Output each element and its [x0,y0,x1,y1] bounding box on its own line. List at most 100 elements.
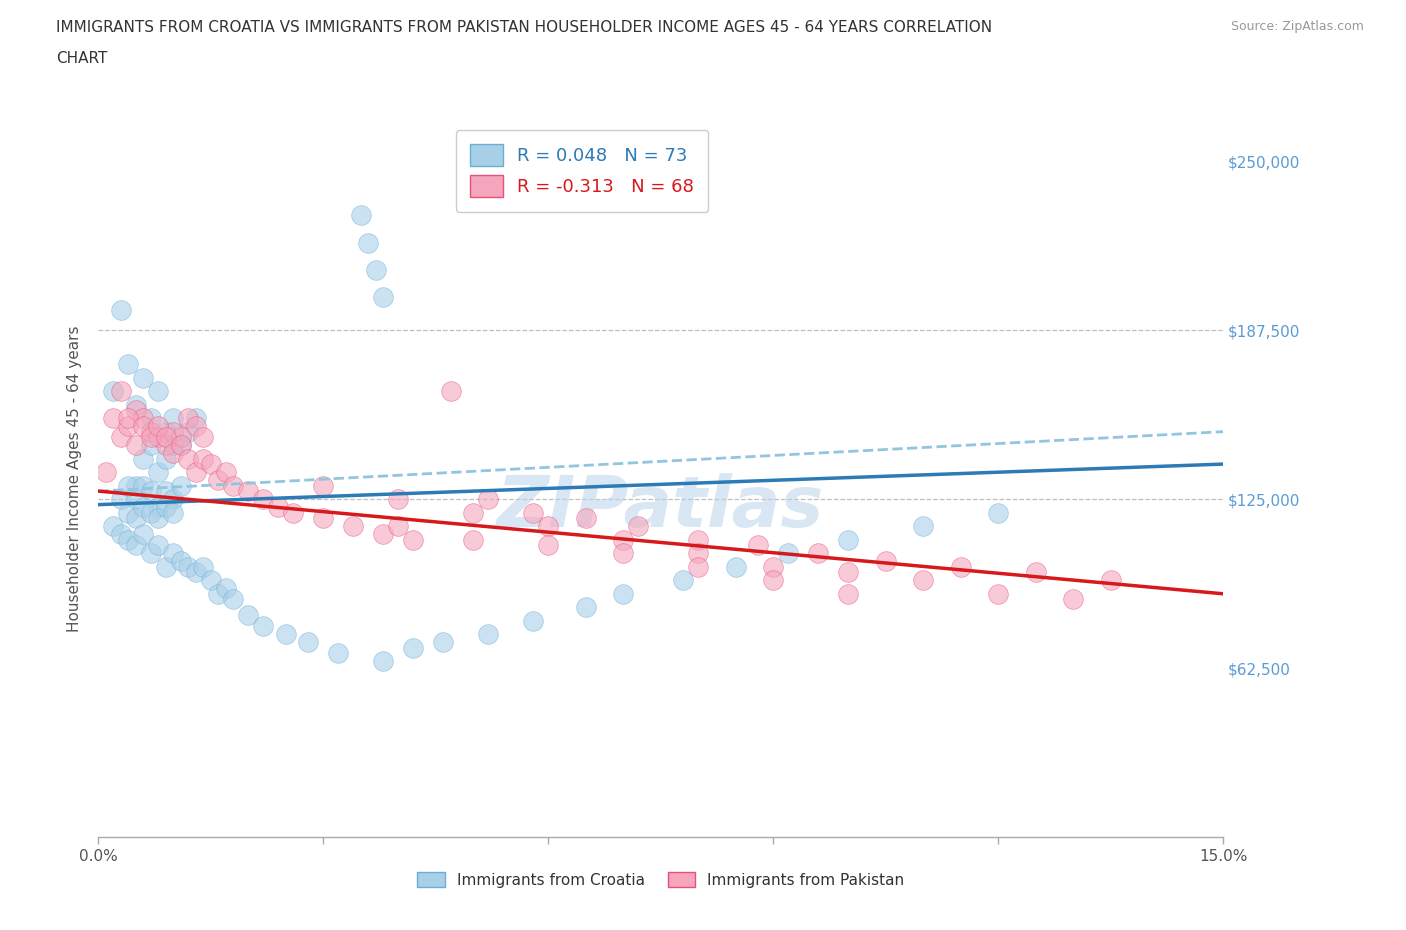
Legend: Immigrants from Croatia, Immigrants from Pakistan: Immigrants from Croatia, Immigrants from… [411,866,911,894]
Point [463,532,485,547]
Point [912,519,935,534]
Point [537,519,560,534]
Point [117,532,139,547]
Point [170,430,193,445]
Point [132,478,155,493]
Point [132,527,155,542]
Point [987,505,1010,520]
Point [117,505,139,520]
Point [522,505,544,520]
Point [184,411,207,426]
Point [328,645,350,660]
Point [155,430,177,445]
Point [207,586,229,601]
Point [162,445,184,460]
Point [283,505,305,520]
Point [762,573,785,588]
Point [357,235,380,250]
Point [522,614,544,629]
Point [177,411,200,426]
Point [125,397,148,412]
Point [148,430,170,445]
Point [162,546,184,561]
Point [155,559,177,574]
Point [110,527,132,542]
Point [312,478,335,493]
Point [387,492,409,507]
Point [162,492,184,507]
Point [155,424,177,439]
Point [762,559,785,574]
Point [238,608,260,623]
Point [252,618,274,633]
Point [402,641,425,656]
Point [252,492,274,507]
Point [350,208,373,223]
Point [177,424,200,439]
Point [132,411,155,426]
Point [463,505,485,520]
Point [184,465,207,480]
Point [155,484,177,498]
Point [148,465,170,480]
Point [364,262,387,277]
Point [432,635,454,650]
Y-axis label: Householder Income Ages 45 - 64 years: Householder Income Ages 45 - 64 years [67,326,83,632]
Point [117,411,139,426]
Point [103,384,125,399]
Point [987,586,1010,601]
Point [139,424,162,439]
Point [373,654,395,669]
Point [103,411,125,426]
Point [148,511,170,525]
Point [162,505,184,520]
Point [373,527,395,542]
Point [170,438,193,453]
Point [139,484,162,498]
Point [193,451,215,466]
Point [1062,591,1084,606]
Point [110,492,132,507]
Point [387,519,409,534]
Point [807,546,830,561]
Point [312,511,335,525]
Point [132,370,155,385]
Point [177,451,200,466]
Point [215,465,238,480]
Point [103,519,125,534]
Point [139,438,162,453]
Point [155,438,177,453]
Point [139,411,162,426]
Text: Source: ZipAtlas.com: Source: ZipAtlas.com [1230,20,1364,33]
Point [724,559,747,574]
Point [155,500,177,515]
Point [238,484,260,498]
Point [912,573,935,588]
Point [207,472,229,487]
Point [125,438,148,453]
Point [688,532,710,547]
Point [139,546,162,561]
Point [215,581,238,596]
Point [688,559,710,574]
Point [139,505,162,520]
Point [627,519,650,534]
Point [537,538,560,552]
Point [110,384,132,399]
Point [267,500,290,515]
Point [148,538,170,552]
Point [672,573,695,588]
Point [747,538,769,552]
Point [1025,565,1047,579]
Point [162,438,184,453]
Point [612,532,634,547]
Point [132,418,155,433]
Point [125,511,148,525]
Point [132,451,155,466]
Point [139,430,162,445]
Point [148,500,170,515]
Point [155,451,177,466]
Point [170,478,193,493]
Text: ZIPatlas: ZIPatlas [498,473,824,542]
Point [274,627,297,642]
